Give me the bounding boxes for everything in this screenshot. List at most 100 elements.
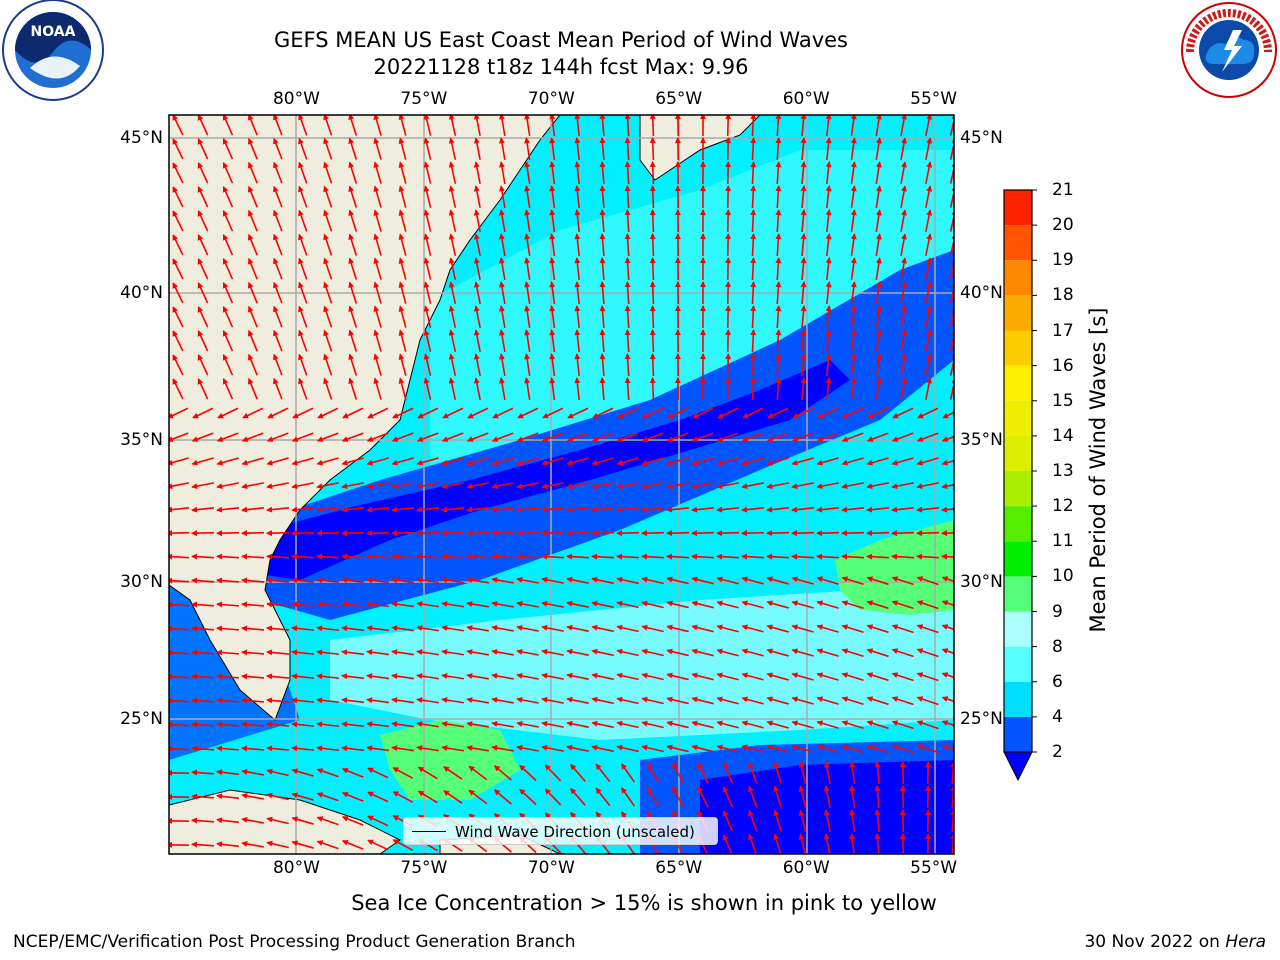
wave-direction-arrow (291, 577, 315, 584)
wave-direction-arrow (925, 209, 933, 232)
wave-direction-arrow (391, 482, 414, 490)
wave-direction-arrow (874, 833, 881, 854)
footer-date: 30 Nov 2022 on Hera (1084, 932, 1266, 952)
wave-direction-arrow (725, 185, 732, 209)
wave-direction-arrow (949, 281, 954, 304)
wave-direction-arrow (916, 720, 939, 730)
wave-direction-arrow (549, 305, 556, 329)
wave-direction-arrow (222, 210, 234, 232)
colorbar-tick-label: 12 (1052, 496, 1074, 517)
wave-direction-arrow (891, 696, 914, 706)
wave-direction-arrow (298, 115, 308, 136)
wave-direction-arrow (216, 697, 240, 704)
wave-direction-arrow (491, 600, 514, 608)
wave-direction-arrow (624, 233, 631, 257)
wave-direction-arrow (448, 257, 457, 280)
wave-direction-arrow (691, 600, 714, 609)
wave-direction-arrow (925, 233, 933, 256)
wave-direction-arrow (775, 185, 782, 209)
wave-direction-arrow (549, 161, 556, 185)
wave-direction-arrow (725, 329, 732, 353)
wave-direction-arrow (671, 786, 685, 808)
wave-direction-arrow (316, 577, 340, 584)
wave-direction-arrow (900, 115, 908, 136)
wave-direction-arrow (466, 673, 489, 680)
wave-direction-arrow (423, 377, 432, 400)
wave-direction-arrow (373, 281, 382, 304)
wave-direction-arrow (891, 648, 914, 658)
wave-direction-arrow (816, 744, 839, 753)
wave-direction-arrow (266, 530, 290, 537)
wave-direction-arrow (197, 354, 209, 376)
colorbar-segment (1004, 646, 1032, 682)
wave-direction-arrow (825, 305, 832, 329)
wave-direction-arrow (517, 407, 539, 419)
wave-direction-arrow (900, 281, 908, 304)
wave-direction-arrow (816, 720, 839, 729)
wave-direction-arrow (373, 185, 382, 208)
wave-direction-arrow (541, 744, 564, 752)
wave-direction-arrow (825, 377, 832, 401)
wave-direction-arrow (316, 816, 339, 826)
wave-direction-arrow (524, 377, 531, 400)
wave-direction-arrow (574, 353, 581, 377)
wave-direction-arrow (748, 809, 758, 832)
wave-direction-arrow (748, 833, 758, 854)
wave-direction-arrow (298, 233, 308, 256)
wave-direction-arrow (191, 482, 214, 490)
wave-direction-arrow (341, 673, 365, 680)
wave-direction-arrow (941, 696, 954, 703)
wave-direction-arrow (169, 553, 190, 560)
colorbar-tick-label: 16 (1052, 355, 1074, 376)
wave-direction-arrow (292, 407, 314, 419)
wave-direction-arrow (317, 407, 339, 419)
wave-direction-arrow (841, 530, 865, 537)
wave-direction-arrow (773, 761, 782, 784)
wave-direction-arrow (616, 648, 639, 657)
wave-direction-arrow (591, 432, 614, 442)
wave-direction-arrow (599, 185, 606, 209)
wave-direction-arrow (725, 377, 732, 401)
wave-direction-arrow (398, 233, 407, 256)
wave-direction-arrow (791, 672, 814, 681)
wave-direction-arrow (169, 432, 189, 442)
wave-direction-arrow (616, 506, 640, 513)
wave-direction-arrow (366, 601, 390, 608)
wave-direction-arrow (741, 600, 764, 609)
caption-text: Sea Ice Concentration > 15% is shown in … (351, 891, 937, 915)
wave-direction-arrow (316, 745, 340, 752)
wave-direction-arrow (916, 744, 939, 754)
wave-direction-arrow (247, 161, 258, 184)
wave-direction-arrow (775, 233, 782, 257)
wave-direction-arrow (466, 553, 490, 560)
wave-direction-arrow (666, 720, 689, 729)
wave-direction-arrow (941, 530, 954, 537)
wave-direction-arrow (448, 353, 457, 376)
wave-direction-arrow (691, 506, 715, 513)
wave-direction-arrow (341, 649, 365, 656)
wave-direction-arrow (197, 186, 209, 208)
wave-direction-arrow (591, 600, 614, 609)
wave-direction-arrow (241, 721, 265, 728)
colorbar-tick-label: 17 (1052, 320, 1074, 341)
wave-direction-arrow (792, 407, 814, 419)
wave-direction-arrow (841, 648, 864, 657)
wave-direction-arrow (298, 209, 308, 232)
colorbar-tick-label: 21 (1052, 180, 1074, 200)
map-plot-area (169, 115, 954, 854)
wave-direction-arrow (373, 257, 382, 280)
wave-direction-arrow (616, 530, 640, 537)
wave-direction-arrow (291, 745, 315, 752)
wave-direction-arrow (875, 185, 882, 208)
wave-direction-arrow (217, 407, 239, 419)
wave-direction-arrow (800, 281, 807, 305)
wave-direction-arrow (775, 209, 782, 233)
wave-direction-arrow (273, 305, 283, 328)
wave-direction-arrow (391, 457, 414, 466)
wave-direction-arrow (241, 625, 265, 632)
wave-direction-arrow (416, 432, 439, 442)
wave-direction-arrow (466, 506, 490, 513)
wave-direction-arrow (666, 530, 690, 537)
wave-direction-arrow (891, 506, 915, 513)
wave-direction-arrow (849, 761, 856, 785)
